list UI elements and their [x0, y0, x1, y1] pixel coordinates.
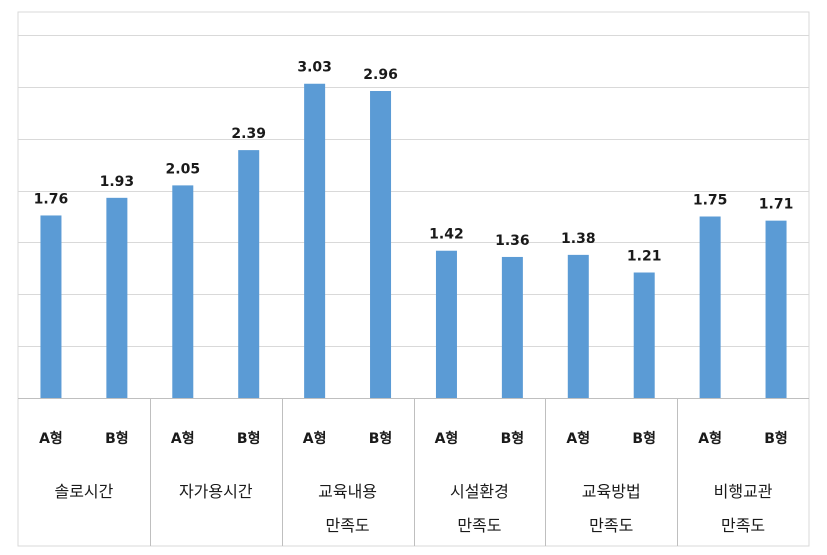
data-label: 1.21: [627, 249, 662, 265]
x-tick-label: B형: [764, 430, 788, 447]
bar: [106, 197, 128, 398]
chart-border: [17, 11, 810, 547]
category-label: 비행교관: [714, 482, 773, 501]
data-label: 1.38: [561, 231, 596, 247]
x-tick-label: B형: [632, 430, 656, 447]
bar: [172, 185, 194, 398]
bar: [40, 215, 62, 398]
category-label: 자가용시간: [179, 482, 253, 501]
data-label: 1.71: [759, 197, 794, 213]
data-label: 1.75: [693, 193, 728, 209]
data-label: 3.03: [297, 60, 332, 76]
category-label: 만족도: [589, 516, 633, 535]
bar: [238, 150, 260, 398]
data-label: 1.42: [429, 227, 464, 243]
x-tick-label: A형: [435, 430, 459, 447]
x-tick-label: A형: [171, 430, 195, 447]
category-label: 만족도: [325, 516, 369, 535]
bar: [370, 91, 392, 399]
data-label: 2.39: [231, 126, 266, 142]
data-label: 2.96: [363, 67, 398, 83]
category-label: 교육방법: [582, 482, 641, 501]
bar: [699, 216, 721, 398]
category-label: 만족도: [721, 516, 765, 535]
x-tick-label: B형: [237, 430, 261, 447]
bar: [765, 220, 787, 398]
data-label: 1.36: [495, 233, 530, 249]
data-label: 1.76: [34, 191, 69, 207]
bar: [633, 272, 655, 398]
x-tick-label: A형: [566, 430, 590, 447]
bar: [435, 250, 457, 398]
data-label: 2.05: [166, 161, 201, 177]
x-tick-label: A형: [698, 430, 722, 447]
x-tick-label: A형: [303, 430, 327, 447]
category-label: 시설환경: [450, 482, 509, 501]
category-label: 솔로시간: [54, 482, 113, 501]
bar: [304, 83, 326, 398]
x-tick-label: B형: [501, 430, 525, 447]
x-tick-label: A형: [39, 430, 63, 447]
bar: [567, 254, 589, 398]
x-tick-label: B형: [105, 430, 129, 447]
category-label: 교육내용: [318, 482, 377, 501]
x-tick-label: B형: [369, 430, 393, 447]
category-label: 만족도: [457, 516, 501, 535]
data-label: 1.93: [100, 174, 135, 190]
bar: [501, 256, 523, 398]
